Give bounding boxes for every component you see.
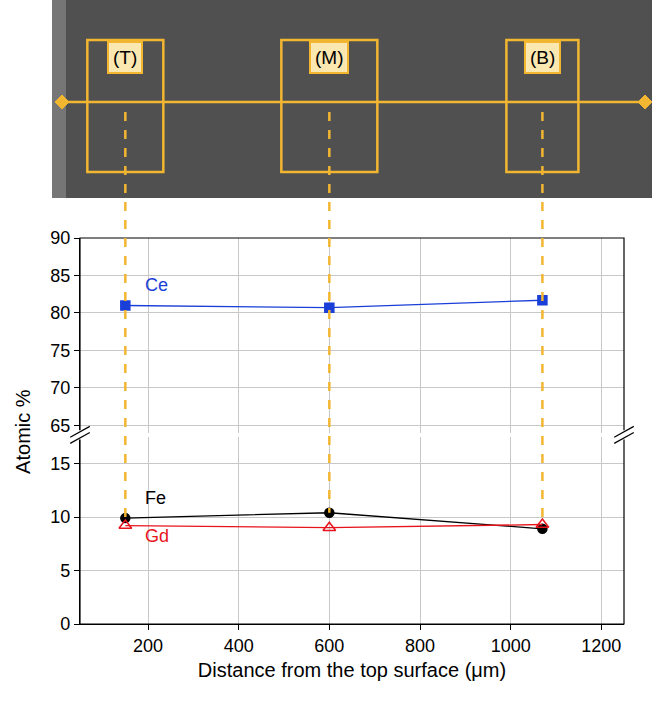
svg-text:15: 15	[50, 454, 70, 474]
svg-text:0: 0	[60, 614, 70, 634]
svg-text:65: 65	[50, 416, 70, 436]
svg-text:75: 75	[50, 341, 70, 361]
svg-text:80: 80	[50, 303, 70, 323]
svg-text:Gd: Gd	[145, 526, 169, 546]
svg-text:600: 600	[314, 636, 344, 656]
svg-text:1000: 1000	[491, 636, 531, 656]
svg-text:Distance from the top surface: Distance from the top surface (μm)	[198, 659, 506, 681]
svg-text:(M): (M)	[315, 47, 343, 68]
svg-text:70: 70	[50, 378, 70, 398]
svg-text:(T): (T)	[113, 47, 137, 68]
svg-text:10: 10	[50, 507, 70, 527]
svg-text:1200: 1200	[581, 636, 621, 656]
svg-text:200: 200	[133, 636, 163, 656]
svg-text:Atomic %: Atomic %	[12, 389, 34, 474]
svg-text:400: 400	[224, 636, 254, 656]
svg-text:85: 85	[50, 266, 70, 286]
svg-text:90: 90	[50, 228, 70, 248]
svg-text:Ce: Ce	[145, 275, 168, 295]
svg-text:5: 5	[60, 561, 70, 581]
svg-text:800: 800	[405, 636, 435, 656]
svg-text:(B): (B)	[530, 47, 555, 68]
svg-text:Fe: Fe	[145, 488, 166, 508]
